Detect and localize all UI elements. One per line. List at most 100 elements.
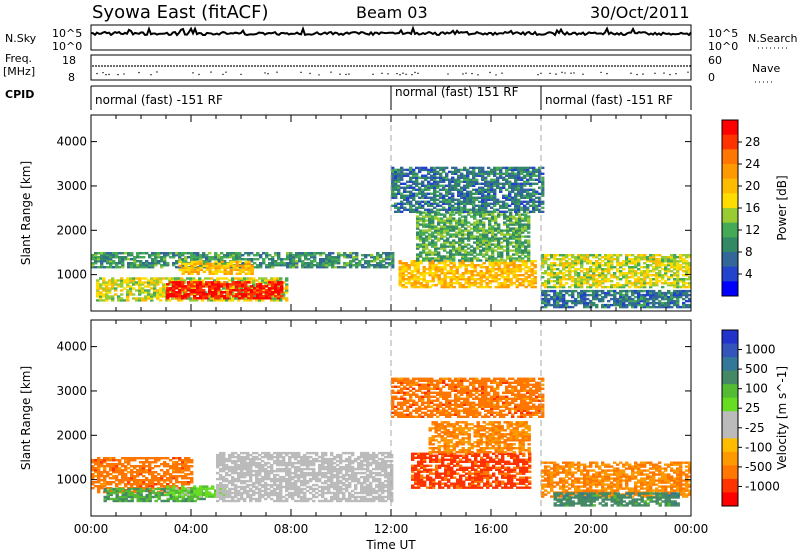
data-cell bbox=[631, 303, 635, 307]
data-cell bbox=[419, 245, 423, 248]
freq-point bbox=[278, 65, 280, 67]
data-cell bbox=[613, 276, 617, 279]
data-cell bbox=[652, 293, 656, 297]
data-cell bbox=[277, 262, 281, 265]
data-cell bbox=[487, 210, 491, 213]
data-cell bbox=[148, 254, 152, 257]
data-cell bbox=[175, 283, 179, 286]
data-cell bbox=[325, 262, 329, 265]
data-cell bbox=[168, 277, 172, 280]
freq-point bbox=[281, 65, 283, 67]
data-cell bbox=[541, 272, 545, 275]
data-cell bbox=[115, 467, 119, 470]
data-cell bbox=[487, 198, 491, 201]
data-cell bbox=[634, 278, 638, 281]
data-cell bbox=[553, 256, 557, 259]
data-cell bbox=[139, 252, 143, 255]
data-cell bbox=[500, 229, 504, 232]
data-cell bbox=[518, 247, 522, 250]
freq-point bbox=[458, 65, 460, 67]
data-cell bbox=[91, 264, 95, 267]
data-cell bbox=[247, 266, 251, 270]
data-cell bbox=[488, 227, 492, 230]
data-cell bbox=[547, 254, 551, 257]
data-cell bbox=[556, 291, 560, 295]
data-cell bbox=[688, 282, 692, 285]
data-cell bbox=[488, 285, 492, 289]
data-cell bbox=[199, 256, 203, 259]
data-cell bbox=[183, 289, 187, 292]
freq-point bbox=[581, 65, 583, 67]
data-cell bbox=[415, 210, 419, 213]
data-cell bbox=[410, 260, 414, 263]
data-cell bbox=[502, 166, 506, 170]
data-cell bbox=[493, 196, 497, 199]
data-cell bbox=[476, 259, 480, 262]
data-cell bbox=[512, 237, 516, 240]
data-cell bbox=[264, 281, 268, 284]
data-cell bbox=[521, 219, 525, 222]
data-cell bbox=[270, 297, 274, 300]
data-cell bbox=[412, 172, 416, 175]
data-cell bbox=[250, 297, 254, 300]
data-cell bbox=[207, 297, 211, 300]
data-cell bbox=[473, 284, 477, 287]
data-cell bbox=[574, 262, 578, 265]
data-cell bbox=[473, 249, 477, 252]
data-cell bbox=[607, 278, 611, 281]
data-cell bbox=[229, 266, 233, 269]
data-cell bbox=[592, 284, 596, 287]
data-cell bbox=[568, 272, 572, 275]
data-cell bbox=[625, 289, 629, 293]
data-cell bbox=[169, 287, 173, 290]
data-cell bbox=[382, 252, 386, 255]
data-cell bbox=[532, 192, 536, 195]
data-cell bbox=[425, 231, 429, 234]
data-cell bbox=[223, 291, 227, 294]
data-cell bbox=[259, 295, 263, 298]
data-cell bbox=[506, 257, 510, 260]
data-cell bbox=[292, 260, 296, 263]
data-cell bbox=[461, 272, 465, 275]
data-cell bbox=[250, 268, 254, 272]
data-cell bbox=[231, 291, 235, 294]
data-cell bbox=[511, 188, 515, 191]
data-cell bbox=[422, 233, 426, 236]
data-cell bbox=[463, 204, 467, 207]
data-cell bbox=[181, 297, 185, 300]
data-cell bbox=[475, 208, 479, 211]
data-cell bbox=[449, 249, 453, 252]
freq-point bbox=[632, 65, 634, 67]
data-cell bbox=[518, 268, 522, 271]
data-cell bbox=[509, 264, 513, 267]
data-cell bbox=[419, 231, 423, 234]
data-cell bbox=[255, 279, 259, 282]
data-cell bbox=[530, 268, 534, 271]
data-cell bbox=[103, 469, 107, 472]
data-cell bbox=[391, 196, 395, 199]
data-cell bbox=[419, 260, 423, 263]
data-cell bbox=[452, 245, 456, 248]
data-cell bbox=[511, 186, 515, 189]
data-cell bbox=[467, 243, 471, 246]
data-cell bbox=[406, 186, 410, 189]
data-cell bbox=[364, 260, 368, 263]
data-cell bbox=[153, 285, 157, 288]
data-cell bbox=[479, 235, 483, 238]
data-cell bbox=[133, 262, 137, 265]
data-cell bbox=[121, 262, 125, 265]
data-cell bbox=[664, 295, 668, 299]
data-cell bbox=[211, 270, 215, 273]
data-cell bbox=[508, 172, 512, 175]
data-cell bbox=[518, 239, 522, 242]
data-cell bbox=[682, 305, 686, 309]
data-cell bbox=[589, 284, 593, 287]
data-cell bbox=[634, 299, 638, 303]
data-cell bbox=[559, 280, 563, 283]
data-cell bbox=[524, 272, 528, 275]
data-cell bbox=[436, 170, 440, 174]
data-cell bbox=[559, 270, 563, 273]
data-cell bbox=[409, 170, 413, 174]
data-cell bbox=[586, 254, 590, 257]
data-cell bbox=[118, 473, 122, 476]
